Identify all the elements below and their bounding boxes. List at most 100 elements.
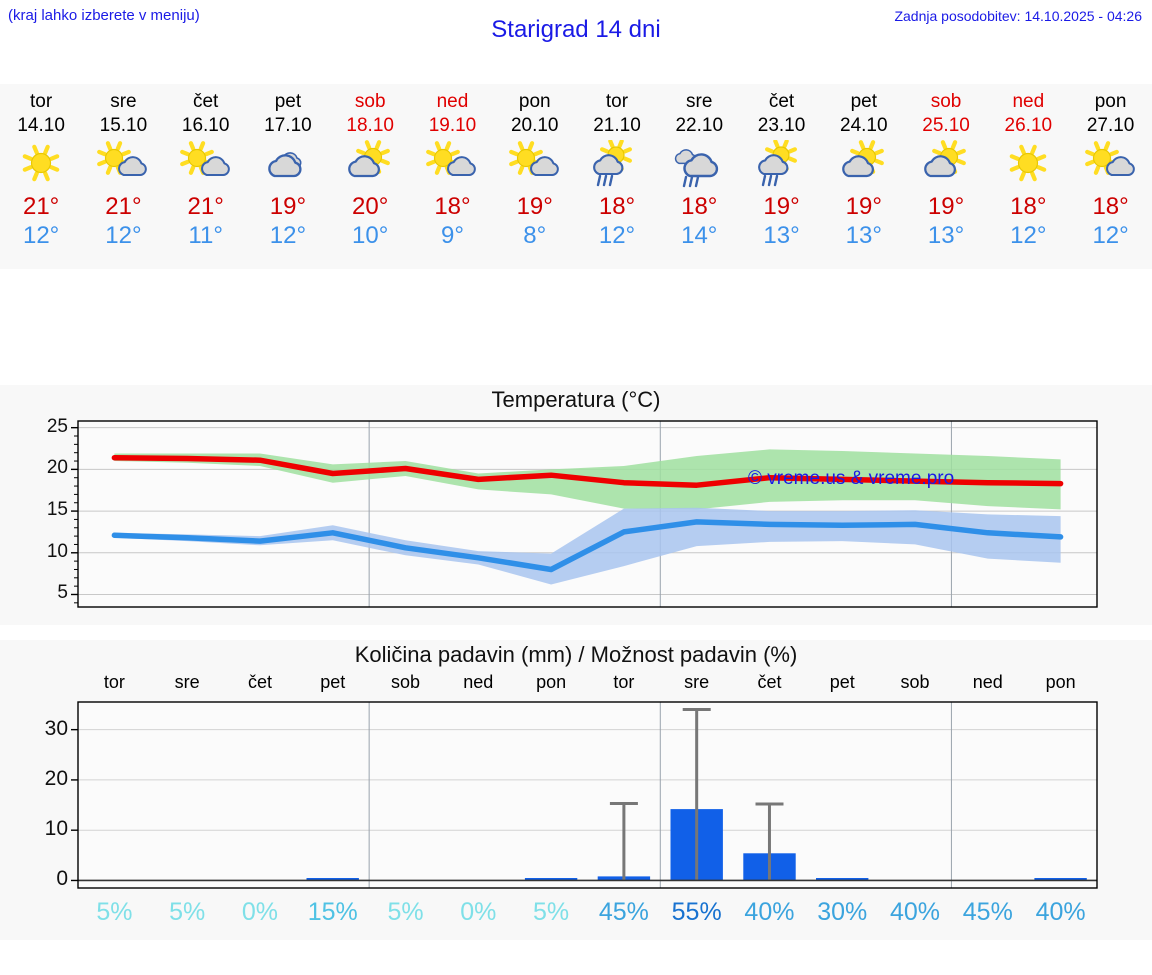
temperature-y-tick: 15 xyxy=(46,499,68,521)
temperature-max: 18° xyxy=(681,193,718,220)
day-name: ned xyxy=(436,91,469,112)
temperature-y-tick: 10 xyxy=(46,540,68,562)
precipitation-probability: 40% xyxy=(1035,898,1086,926)
day-name: pet xyxy=(274,91,302,112)
cloud-rain-icon xyxy=(664,140,734,188)
precipitation-probability: 40% xyxy=(890,898,941,926)
temperature-min: 12° xyxy=(1010,222,1047,249)
day-date: 25.10 xyxy=(922,115,970,136)
day-date: 15.10 xyxy=(99,115,148,136)
temperature-y-tick: 5 xyxy=(57,582,68,604)
precipitation-day-label: čet xyxy=(247,672,272,692)
day-date: 17.10 xyxy=(264,115,312,136)
sun-cloud-icon xyxy=(417,140,487,188)
temperature-y-tick: 20 xyxy=(46,457,68,479)
temperature-chart-title: Temperatura (°C) xyxy=(491,387,661,412)
temperature-min: 14° xyxy=(681,222,718,249)
precipitation-probability: 5% xyxy=(169,898,206,926)
day-date: 14.10 xyxy=(17,115,65,136)
forecast-day-column[interactable]: tor 21.10 18° 12° xyxy=(576,84,658,269)
temperature-max: 21° xyxy=(22,193,60,220)
temperature-max: 18° xyxy=(434,193,471,220)
forecast-day-column[interactable]: sob 25.10 19° 13° xyxy=(905,84,987,269)
precipitation-probability: 30% xyxy=(817,898,868,926)
day-name: pet xyxy=(850,91,877,112)
sun-cloud-icon xyxy=(171,140,241,188)
precipitation-plot: 0 10 20 30 xyxy=(0,640,1152,940)
temperature-min: 13° xyxy=(927,222,965,249)
precipitation-day-label: pet xyxy=(320,672,346,692)
precipitation-day-label: sre xyxy=(684,672,710,692)
precipitation-day-label: sob xyxy=(900,672,930,692)
day-name: pon xyxy=(1094,91,1127,112)
temperature-max: 19° xyxy=(763,193,800,220)
precipitation-day-label: pon xyxy=(536,672,567,692)
temperature-min: 12° xyxy=(269,222,307,249)
day-date: 19.10 xyxy=(428,115,477,136)
day-date: 20.10 xyxy=(510,115,559,136)
sun-cloud-icon xyxy=(88,140,158,188)
temperature-min: 12° xyxy=(598,222,636,249)
precipitation-y-tick: 30 xyxy=(44,716,68,740)
precipitation-y-tick: 0 xyxy=(56,867,68,891)
day-name: sre xyxy=(686,91,713,112)
sun-icon xyxy=(993,140,1063,188)
precipitation-chart-title: Količina padavin (mm) / Možnost padavin … xyxy=(354,642,798,667)
precipitation-probability: 0% xyxy=(241,898,279,926)
precipitation-probability: 45% xyxy=(962,898,1013,926)
temperature-min: 8° xyxy=(523,222,547,249)
page-title: Starigrad 14 dni xyxy=(491,16,661,43)
temperature-min: 12° xyxy=(1092,222,1129,249)
forecast-day-column[interactable]: čet 23.10 19° 13° xyxy=(740,84,822,269)
temperature-min: 12° xyxy=(105,222,142,249)
precipitation-y-tick: 20 xyxy=(44,766,68,790)
forecast-day-column[interactable]: pon 27.10 18° 12° xyxy=(1069,84,1151,269)
temperature-max: 18° xyxy=(1010,193,1047,220)
precipitation-day-label: sob xyxy=(391,672,421,692)
temperature-min: 11° xyxy=(188,222,223,249)
separator-band-top xyxy=(0,269,1152,385)
day-date: 22.10 xyxy=(675,115,724,136)
temperature-min: 12° xyxy=(22,222,60,249)
precipitation-probability: 5% xyxy=(387,898,424,926)
forecast-strip: tor 14.10 21° 12° sre 15.10 21° 12° čet 16.10 21… xyxy=(0,84,1152,269)
temperature-min: 9° xyxy=(440,222,464,249)
day-date: 18.10 xyxy=(346,115,394,136)
day-name: sob xyxy=(930,91,962,112)
temperature-chart-section: Temperatura (°C) 5 10 15 20 25 © vreme.us & v… xyxy=(0,385,1152,625)
day-date: 26.10 xyxy=(1004,115,1053,136)
menu-hint-text: (kraj lahko izberete v meniju) xyxy=(8,7,200,24)
temperature-max: 18° xyxy=(598,193,636,220)
forecast-day-column[interactable]: pet 17.10 19° 12° xyxy=(247,84,329,269)
precipitation-day-label: čet xyxy=(757,672,782,692)
precipitation-y-tick: 10 xyxy=(44,817,68,841)
temperature-max: 21° xyxy=(187,193,224,220)
precipitation-day-label: ned xyxy=(972,672,1003,692)
precipitation-day-label: tor xyxy=(613,672,635,692)
day-name: tor xyxy=(605,91,629,112)
temperature-min: 13° xyxy=(845,222,882,249)
day-name: tor xyxy=(30,91,53,112)
precipitation-day-labels: tor sre čet pet sob ned pon tor sre čet pet sob ned p… xyxy=(0,672,1152,696)
forecast-day-column[interactable]: čet 16.10 21° 11° xyxy=(165,84,247,269)
cloud-sun-icon xyxy=(911,140,981,188)
forecast-day-column[interactable]: pet 24.10 19° 13° xyxy=(823,84,905,269)
forecast-day-column[interactable]: sre 15.10 21° 12° xyxy=(82,84,164,269)
forecast-day-column[interactable]: ned 19.10 18° 9° xyxy=(411,84,493,269)
precipitation-day-label: sre xyxy=(174,672,200,692)
forecast-day-column[interactable]: tor 14.10 21° 12° xyxy=(0,84,82,269)
day-name: čet xyxy=(192,91,219,112)
precipitation-probability-row: 5% 5% 0% 15% 5% 0% 5% 45% 55% 40% 30% 40% 45% 40% xyxy=(0,898,1152,938)
day-name: pon xyxy=(518,91,551,112)
day-date: 21.10 xyxy=(593,115,641,136)
separator-band-bottom xyxy=(0,940,1152,975)
forecast-day-column[interactable]: sre 22.10 18° 14° xyxy=(658,84,740,269)
temperature-max: 21° xyxy=(105,193,142,220)
forecast-day-column[interactable]: sob 18.10 20° 10° xyxy=(329,84,411,269)
forecast-day-column[interactable]: ned 26.10 18° 12° xyxy=(987,84,1069,269)
forecast-day-column[interactable]: pon 20.10 19° 8° xyxy=(494,84,576,269)
precipitation-probability: 55% xyxy=(671,898,722,926)
precipitation-day-label: ned xyxy=(463,672,494,692)
precipitation-probability: 0% xyxy=(460,898,497,926)
day-date: 16.10 xyxy=(181,115,230,136)
